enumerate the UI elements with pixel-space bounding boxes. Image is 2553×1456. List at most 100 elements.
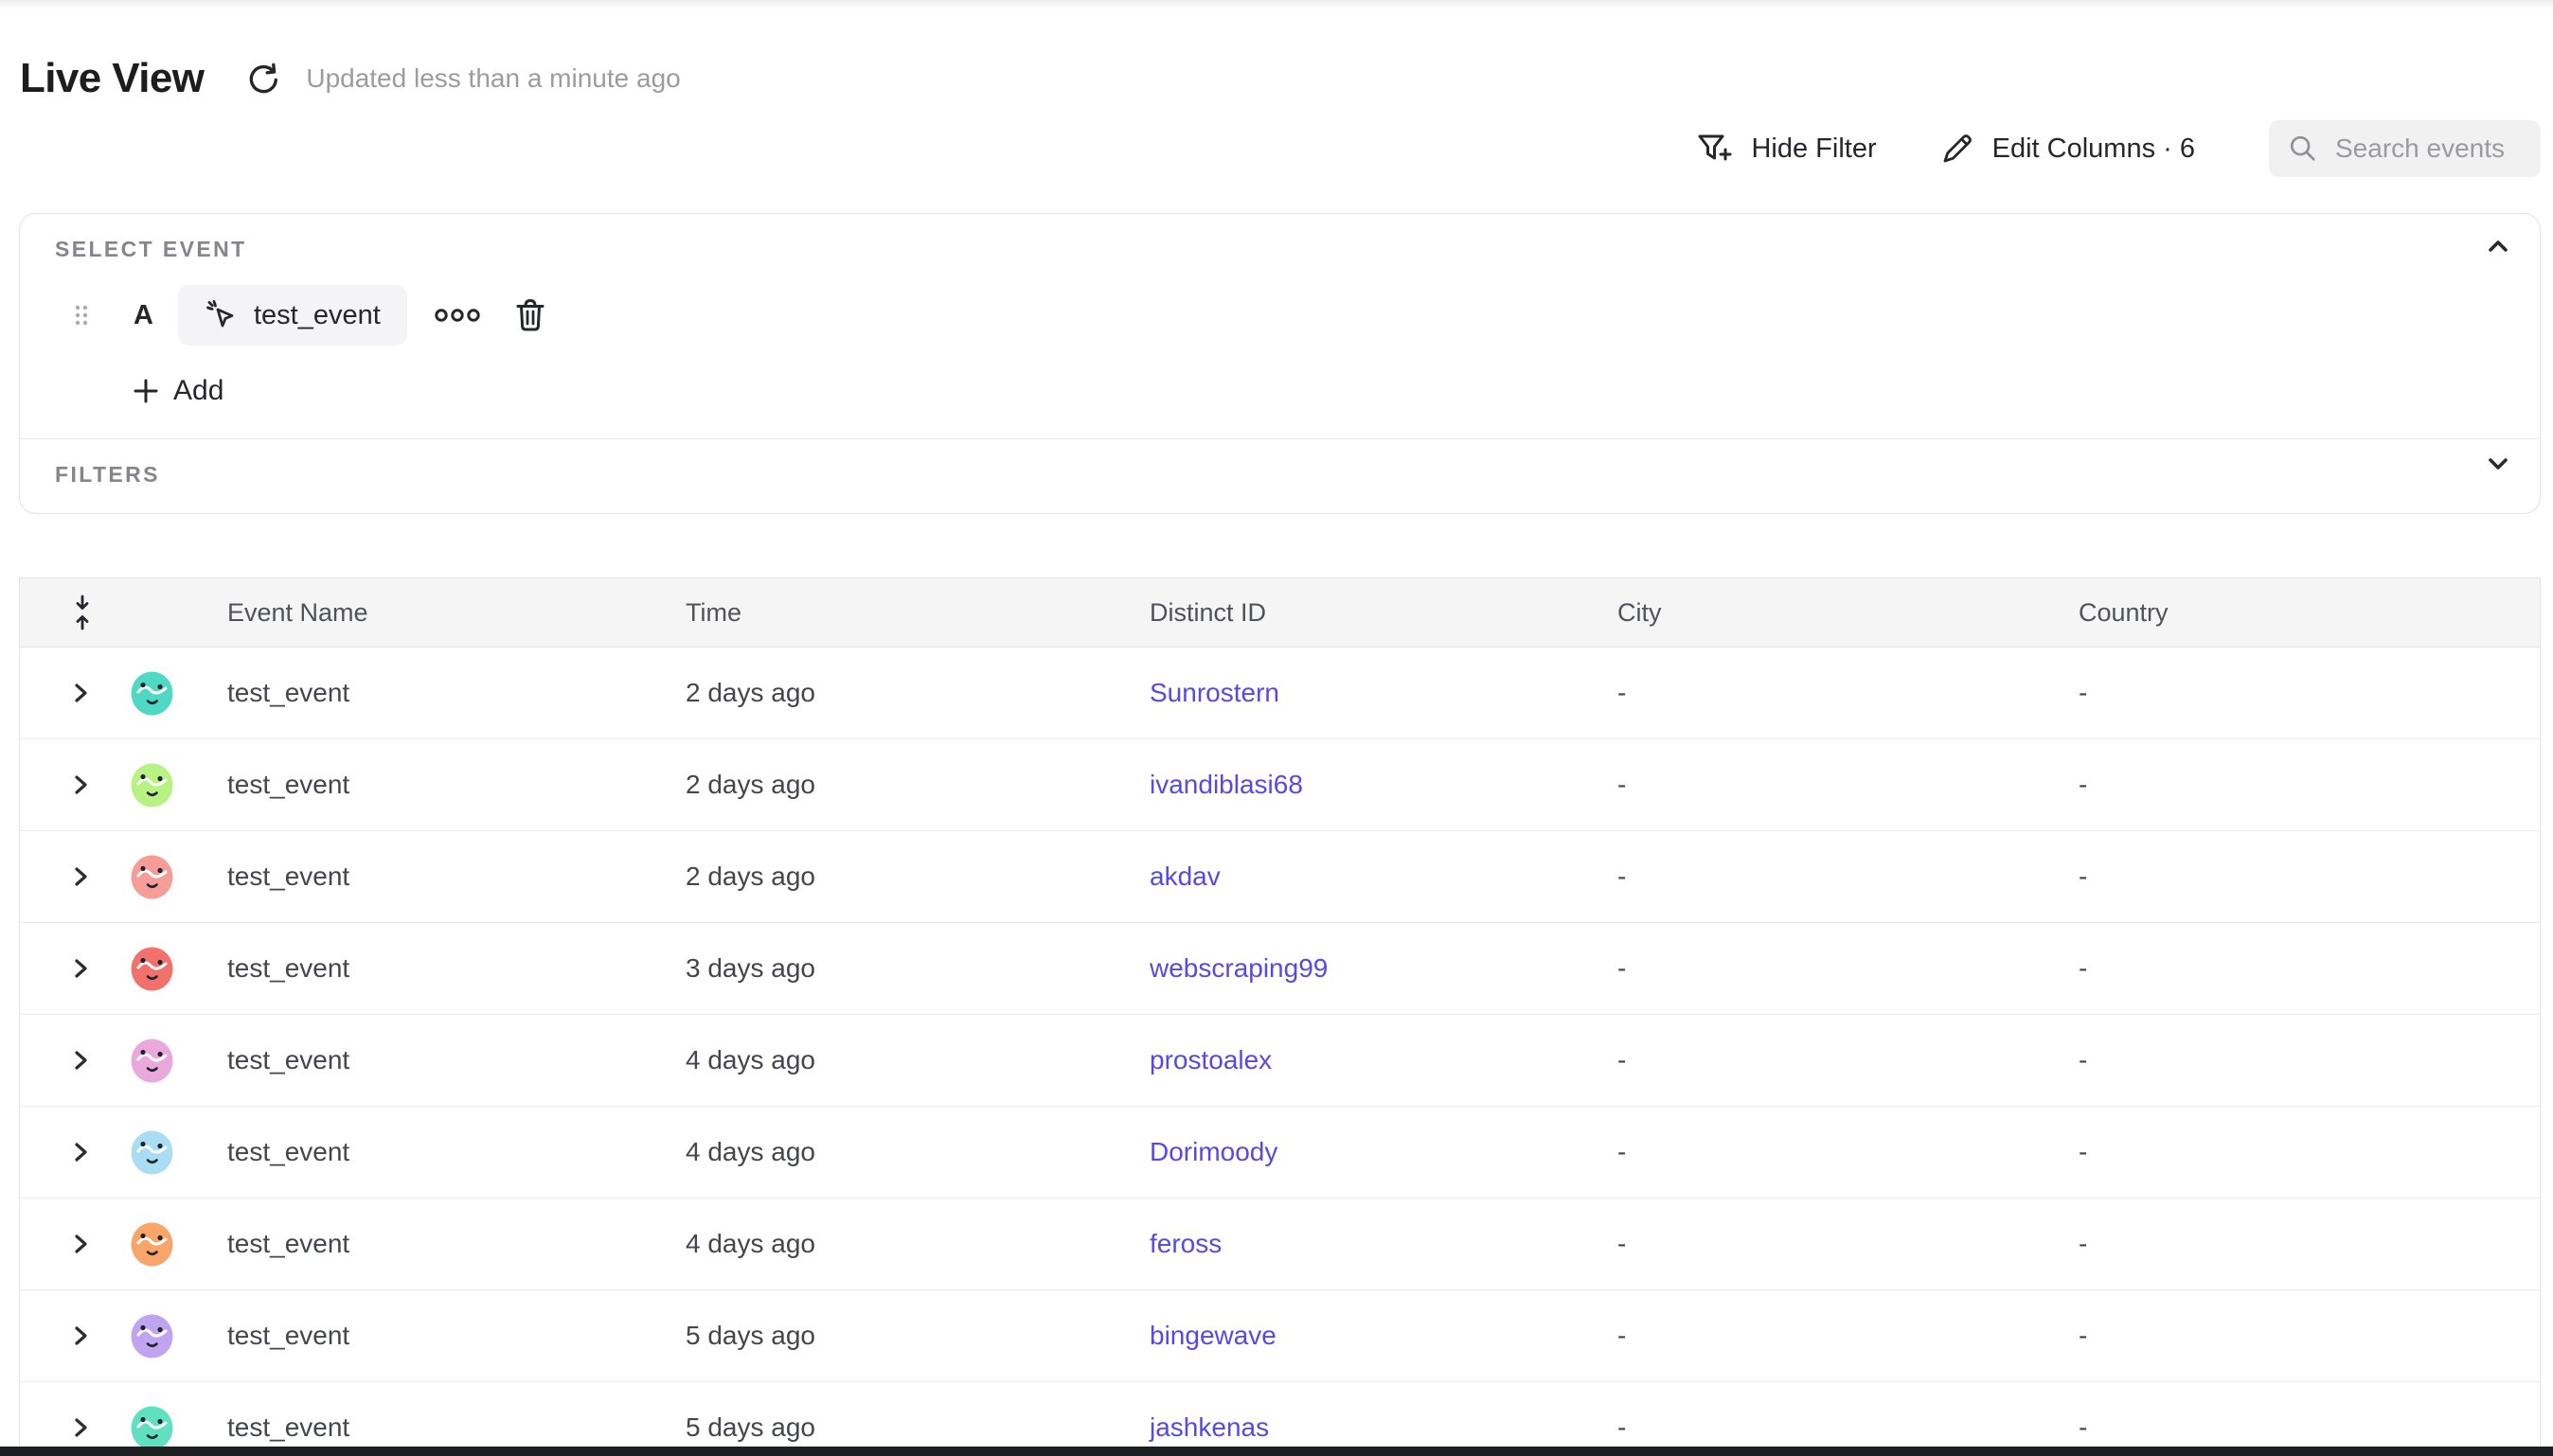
table-row: test_event 2 days ago ivandiblasi68 - - [20, 738, 2540, 830]
page-header: Live View Updated less than a minute ago [20, 30, 681, 128]
distinct-id-link[interactable]: ivandiblasi68 [1150, 770, 1303, 799]
column-header-city[interactable]: City [1617, 597, 1662, 627]
column-header-time[interactable]: Time [686, 597, 741, 627]
country-cell: - [2079, 861, 2088, 891]
avatar [131, 855, 173, 899]
distinct-id-link[interactable]: bingewave [1150, 1321, 1276, 1350]
delete-event-button[interactable] [513, 297, 547, 333]
column-header-distinct-id[interactable]: Distinct ID [1150, 597, 1267, 627]
avatar [131, 1406, 173, 1450]
avatar [131, 1039, 173, 1083]
chevron-right-icon [75, 775, 87, 794]
distinct-id-link[interactable]: jashkenas [1150, 1412, 1270, 1442]
time-cell: 2 days ago [686, 861, 815, 891]
expand-row-button[interactable] [72, 682, 89, 704]
time-cell: 4 days ago [686, 1045, 815, 1074]
avatar [131, 1314, 173, 1358]
filters-label: FILTERS [55, 462, 160, 487]
collapse-select-event-button[interactable] [2485, 235, 2511, 257]
city-cell: - [1617, 678, 1627, 707]
avatar [131, 1222, 173, 1267]
event-name-cell: test_event [227, 770, 350, 799]
chevron-right-icon [75, 1143, 87, 1162]
trash-icon [516, 298, 545, 331]
expand-row-button[interactable] [72, 865, 89, 888]
chevron-right-icon [75, 1326, 87, 1345]
time-cell: 2 days ago [686, 770, 815, 799]
event-row: A test_event [20, 284, 2540, 346]
expand-row-button[interactable] [72, 1324, 89, 1347]
table-row: test_event 2 days ago Sunrostern - - [20, 648, 2540, 738]
city-cell: - [1617, 1045, 1627, 1074]
table-header-row: Event Name Time Distinct ID City Country [20, 578, 2540, 648]
ellipsis-icon [435, 309, 480, 322]
event-select-button[interactable]: test_event [177, 285, 407, 346]
city-cell: - [1617, 1229, 1627, 1258]
city-cell: - [1617, 1321, 1627, 1350]
expand-row-button[interactable] [72, 773, 89, 796]
distinct-id-link[interactable]: prostoalex [1150, 1045, 1273, 1074]
drag-handle[interactable] [73, 303, 90, 328]
time-cell: 5 days ago [686, 1321, 815, 1350]
expand-row-button[interactable] [72, 1233, 89, 1255]
hide-filter-button[interactable]: Hide Filter [1694, 129, 1877, 169]
pencil-icon [1943, 134, 1972, 163]
city-cell: - [1617, 1137, 1627, 1166]
plus-icon [134, 379, 158, 403]
expand-row-button[interactable] [72, 1049, 89, 1072]
avatar [131, 671, 173, 716]
edit-columns-button[interactable]: Edit Columns · 6 [1939, 131, 2195, 167]
select-event-label: SELECT EVENT [55, 237, 247, 261]
event-options-button[interactable] [434, 307, 481, 324]
avatar [131, 763, 173, 808]
search-input[interactable] [2333, 133, 2541, 165]
table-row: test_event 4 days ago prostoalex - - [20, 1014, 2540, 1106]
expand-row-button[interactable] [72, 957, 89, 980]
search-icon [2290, 135, 2315, 161]
query-builder-panel: SELECT EVENT A test_event [19, 213, 2541, 514]
time-cell: 2 days ago [686, 678, 815, 707]
country-cell: - [2079, 1137, 2088, 1166]
column-header-event-name[interactable]: Event Name [227, 597, 368, 627]
country-cell: - [2079, 1412, 2088, 1442]
chevron-up-icon [2489, 240, 2508, 252]
time-cell: 3 days ago [686, 953, 815, 983]
city-cell: - [1617, 770, 1627, 799]
event-name-cell: test_event [227, 1229, 350, 1258]
collapse-all-rows-button[interactable] [72, 595, 93, 630]
table-body: test_event 2 days ago Sunrostern - - [20, 648, 2540, 1456]
panel-divider [20, 438, 2540, 439]
country-cell: - [2079, 1045, 2088, 1074]
event-chip-label: test_event [253, 299, 381, 330]
distinct-id-link[interactable]: Sunrostern [1150, 678, 1279, 707]
window-top-edge [0, 0, 2553, 9]
city-cell: - [1617, 861, 1627, 891]
expand-filters-button[interactable] [2485, 453, 2511, 475]
expand-row-button[interactable] [72, 1141, 89, 1163]
distinct-id-link[interactable]: webscraping99 [1150, 953, 1329, 983]
chevron-right-icon [75, 1418, 87, 1437]
hide-filter-label: Hide Filter [1751, 133, 1877, 164]
updated-status: Updated less than a minute ago [306, 63, 681, 94]
window-bottom-edge [0, 1447, 2553, 1456]
event-name-cell: test_event [227, 1412, 350, 1442]
distinct-id-link[interactable]: Dorimoody [1150, 1137, 1278, 1166]
refresh-button[interactable] [245, 61, 281, 97]
time-cell: 5 days ago [686, 1412, 815, 1442]
chevron-right-icon [75, 959, 87, 978]
toolbar: Hide Filter Edit Columns · 6 [1694, 120, 2541, 177]
time-cell: 4 days ago [686, 1137, 815, 1166]
avatar [131, 1130, 173, 1175]
distinct-id-link[interactable]: feross [1150, 1229, 1223, 1258]
time-cell: 4 days ago [686, 1229, 815, 1258]
search-box[interactable] [2269, 120, 2541, 177]
cursor-click-icon [206, 300, 234, 328]
country-cell: - [2079, 678, 2088, 707]
country-cell: - [2079, 953, 2088, 983]
add-event-button[interactable]: Add [134, 375, 223, 407]
column-header-country[interactable]: Country [2079, 597, 2169, 627]
filter-plus-icon [1698, 134, 1732, 161]
distinct-id-link[interactable]: akdav [1150, 861, 1221, 891]
expand-row-button[interactable] [72, 1416, 89, 1439]
